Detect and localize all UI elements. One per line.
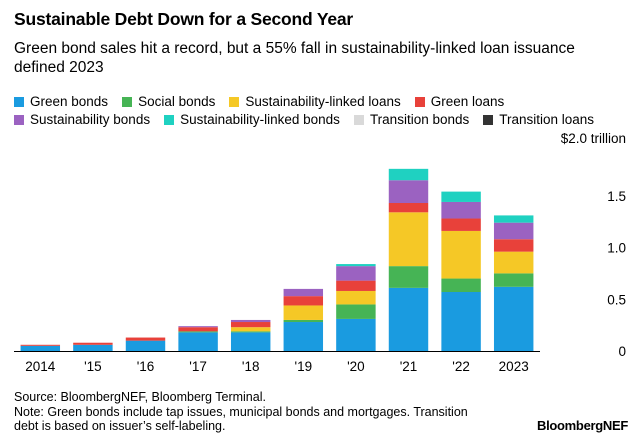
y-tick-label: 0 [618, 344, 626, 359]
chart-title: Sustainable Debt Down for a Second Year [14, 9, 354, 29]
bar-segment-sustainability-linked-loans [388, 212, 429, 267]
legend-swatch [122, 97, 133, 107]
bar-segment-sustainability-linked-bonds [441, 191, 481, 202]
legend-item-transition-loans: Transition loans [483, 111, 594, 129]
bar-segment-sustainability-bonds [388, 180, 429, 203]
bar-segment-green-loans [283, 296, 324, 306]
bar-segment-social-bonds [336, 304, 376, 319]
legend-item-social-bonds: Social bonds [122, 93, 215, 111]
bar-segment-green-loans [493, 239, 534, 252]
bar-segment-green-loans [125, 337, 166, 341]
bar-segment-sustainability-linked-loans [283, 305, 324, 320]
note-text: Note: Green bonds include tap issues, mu… [14, 404, 468, 434]
bar-segment-sustainability-bonds [230, 319, 271, 323]
bar-segment-green-bonds [336, 318, 376, 351]
legend-label: Social bonds [138, 94, 216, 109]
bar-segment-sustainability-linked-bonds [336, 264, 376, 267]
legend-swatch [353, 115, 364, 125]
bar-segment-sustainability-bonds [178, 326, 218, 328]
legend-row-1: Green bonds Social bonds Sustainability-… [14, 93, 614, 111]
legend-item-green-bonds: Green bonds [14, 93, 108, 111]
bar-segment-social-bonds [230, 331, 271, 333]
legend-item-transition-bonds: Transition bonds [353, 111, 470, 129]
legend-label: Sustainability bonds [30, 112, 151, 127]
x-tick-label: 2014 [25, 359, 56, 374]
legend-label: Sustainability-linked bonds [180, 112, 340, 127]
bar-segment-sustainability-bonds [283, 288, 324, 297]
bar-segment-green-loans [441, 218, 481, 231]
legend-label: Transition bonds [369, 112, 470, 127]
bar-segment-sustainability-bonds [336, 266, 376, 281]
bar-segment-green-loans [388, 202, 429, 213]
bar-segment-social-bonds [493, 273, 534, 287]
legend-row-2: Sustainability bonds Sustainability-link… [14, 111, 614, 129]
x-tick-label: '19 [295, 359, 313, 374]
bar-segment-green-bonds [441, 292, 481, 351]
x-tick-label: '17 [189, 359, 207, 374]
bar-segment-sustainability-linked-loans [441, 230, 481, 279]
bar-segment-green-bonds [125, 340, 166, 351]
legend-swatch [14, 115, 24, 125]
legend: Green bonds Social bonds Sustainability-… [14, 93, 614, 129]
x-tick-label: '20 [347, 359, 365, 374]
chart-subtitle: Green bond sales hit a record, but a 55%… [14, 40, 575, 76]
bar-segment-green-loans [73, 342, 113, 345]
bar-segment-green-bonds [493, 286, 534, 351]
legend-label: Sustainability-linked loans [245, 94, 401, 109]
bar-segment-green-bonds [20, 345, 61, 351]
x-tick-label: '18 [242, 359, 260, 374]
y-tick-label: 1.0 [607, 241, 626, 256]
legend-label: Green bonds [30, 94, 109, 109]
legend-item-sustainability-linked-loans: Sustainability-linked loans [229, 93, 401, 111]
bar-segment-green-bonds [73, 344, 113, 351]
legend-swatch [164, 115, 175, 125]
legend-item-sustainability-linked-bonds: Sustainability-linked bonds [164, 111, 340, 129]
bar-segment-green-bonds [178, 332, 218, 351]
bar-segment-social-bonds [441, 278, 481, 293]
bar-segment-green-loans [20, 344, 61, 346]
bar-segment-social-bonds [388, 266, 429, 288]
y-tick-label: 1.5 [607, 189, 626, 204]
legend-item-sustainability-bonds: Sustainability bonds [14, 111, 150, 129]
y-tick-label: 0.5 [607, 292, 626, 307]
x-tick-label: '22 [452, 359, 470, 374]
footer-notes: Source: BloombergNEF, Bloomberg Terminal… [14, 390, 484, 434]
bar-segment-sustainability-bonds [493, 222, 534, 240]
bar-segment-sustainability-linked-bonds [388, 168, 429, 181]
bar-segment-sustainability-linked-loans [230, 327, 271, 332]
legend-swatch [414, 97, 425, 107]
legend-item-green-loans: Green loans [414, 93, 505, 111]
legend-label: Transition loans [499, 112, 595, 127]
bar-segment-green-bonds [388, 287, 429, 351]
source-note: Source: BloombergNEF, Bloomberg Terminal… [14, 390, 266, 404]
legend-label: Green loans [430, 94, 505, 109]
bar-segment-green-loans [230, 322, 271, 328]
x-tick-label: '21 [400, 359, 418, 374]
y-tick-label: $2.0 trillion [561, 131, 626, 146]
brand-logo: BloombergNEF [536, 418, 628, 433]
bar-segment-green-loans [178, 327, 218, 332]
bar-segment-sustainability-linked-bonds [493, 215, 534, 223]
legend-swatch [229, 97, 240, 107]
bar-segment-green-bonds [230, 332, 271, 351]
bar-segment-social-bonds [178, 331, 218, 333]
legend-swatch [14, 97, 24, 107]
bar-segment-green-bonds [283, 322, 324, 351]
bar-segment-sustainability-linked-loans [336, 290, 376, 305]
x-tick-label: '16 [137, 359, 155, 374]
bar-segment-sustainability-linked-loans [493, 251, 534, 274]
bar-segment-green-loans [336, 280, 376, 291]
x-tick-label: '15 [84, 359, 102, 374]
bar-segment-sustainability-bonds [441, 201, 481, 219]
x-tick-label: 2023 [499, 359, 529, 374]
legend-swatch [483, 115, 494, 125]
bar-segment-social-bonds [283, 319, 324, 323]
